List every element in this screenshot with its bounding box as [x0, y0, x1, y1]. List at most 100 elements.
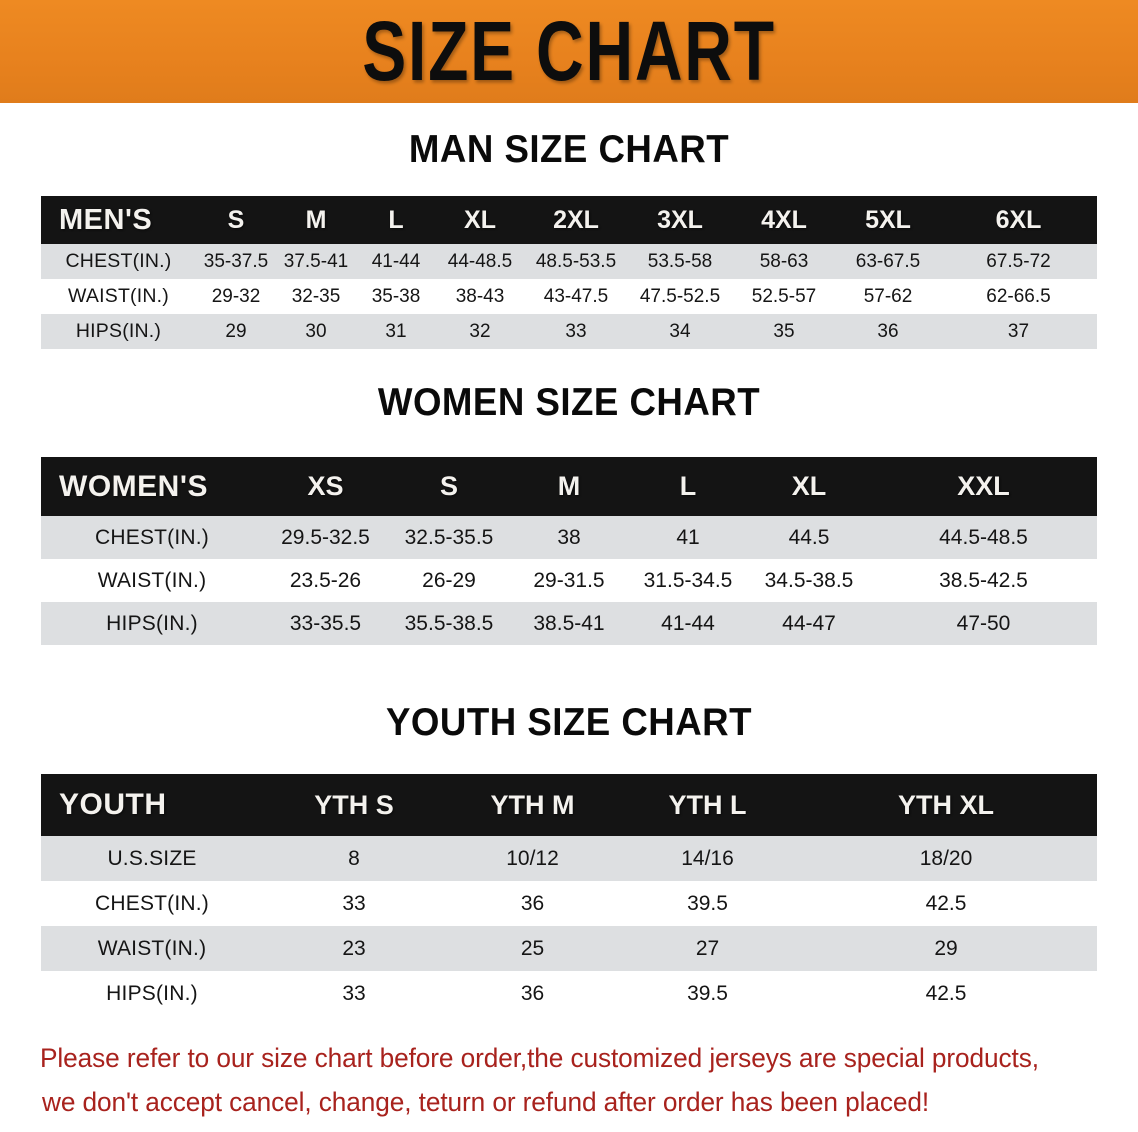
youth-cell-0-1: 10/12: [506, 846, 559, 870]
women-row-label-0: CHEST(IN.): [95, 525, 209, 549]
men-cell-2-7: 36: [877, 320, 899, 342]
women-cell-2-0: 33-35.5: [289, 611, 362, 635]
men-row-label-0: CHEST(IN.): [65, 250, 172, 272]
youth-cell-2-3: 29: [934, 936, 958, 960]
men-header-col-8: 6XL: [995, 205, 1042, 234]
women-cell-2-2: 38.5-41: [533, 611, 605, 635]
men-cell-0-5: 53.5-58: [647, 250, 713, 272]
youth-row-label-2: WAIST(IN.): [97, 936, 207, 960]
men-size-table: MEN'S S M L XL 2XL 3XL 4XL 5XL 6XL CHEST…: [41, 196, 1097, 349]
women-header-col-4: XL: [791, 471, 827, 501]
table-row: WAIST(IN.) 23 25 27 29: [41, 926, 1097, 971]
women-header-corner: WOMEN'S: [59, 469, 208, 503]
men-cell-1-0: 29-32: [211, 285, 261, 307]
table-row: HIPS(IN.) 29 30 31 32 33 34 35 36 37: [41, 314, 1097, 349]
women-header-col-0: XS: [307, 471, 344, 501]
women-header-col-5: XXL: [957, 471, 1010, 501]
youth-cell-1-3: 42.5: [925, 891, 967, 915]
men-cell-2-0: 29: [225, 320, 247, 342]
man-section-title: MAN SIZE CHART: [408, 128, 730, 171]
women-row-label-2: HIPS(IN.): [106, 611, 198, 635]
women-cell-2-5: 47-50: [956, 611, 1011, 635]
disclaimer-line-2: we don't accept cancel, change, teturn o…: [41, 1087, 930, 1117]
women-cell-2-3: 41-44: [661, 611, 715, 635]
men-cell-2-3: 32: [469, 320, 491, 342]
men-cell-1-7: 57-62: [863, 285, 913, 307]
women-cell-1-1: 26-29: [422, 568, 476, 592]
table-row: CHEST(IN.) 35-37.5 37.5-41 41-44 44-48.5…: [41, 244, 1097, 279]
men-cell-2-8: 37: [1007, 320, 1030, 342]
men-cell-2-1: 30: [305, 320, 327, 342]
table-row: WAIST(IN.) 23.5-26 26-29 29-31.5 31.5-34…: [41, 559, 1097, 602]
men-row-label-2: HIPS(IN.): [75, 320, 162, 342]
youth-cell-3-3: 42.5: [925, 981, 967, 1005]
men-header-col-0: S: [227, 205, 245, 234]
women-cell-0-5: 44.5-48.5: [939, 525, 1028, 549]
youth-header-col-2: YTH L: [668, 789, 747, 820]
women-cell-0-2: 38: [557, 525, 581, 549]
men-header-col-2: L: [388, 205, 404, 234]
women-cell-2-4: 44-47: [782, 611, 836, 635]
youth-header-col-0: YTH S: [314, 789, 394, 820]
youth-cell-1-1: 36: [520, 891, 545, 915]
women-cell-0-1: 32.5-35.5: [404, 525, 494, 549]
men-cell-2-2: 31: [385, 320, 407, 342]
youth-cell-0-3: 18/20: [919, 846, 973, 870]
youth-header-corner: YOUTH: [59, 788, 167, 821]
women-table-header-row: WOMEN'S XS S M L XL XXL: [41, 457, 1097, 516]
youth-row-label-1: CHEST(IN.): [95, 891, 209, 915]
women-row-label-1: WAIST(IN.): [97, 568, 207, 592]
men-cell-1-5: 47.5-52.5: [639, 285, 721, 307]
men-cell-2-5: 34: [669, 320, 691, 342]
men-cell-0-0: 35-37.5: [203, 250, 269, 272]
men-cell-1-6: 52.5-57: [751, 285, 817, 307]
men-cell-0-2: 41-44: [371, 250, 421, 272]
men-cell-0-8: 67.5-72: [986, 250, 1051, 272]
youth-cell-3-1: 36: [520, 981, 545, 1005]
men-cell-1-8: 62-66.5: [986, 285, 1051, 307]
men-cell-1-2: 35-38: [371, 285, 421, 307]
page-title: SIZE CHART: [362, 3, 776, 98]
men-cell-2-6: 35: [773, 320, 795, 342]
table-row: HIPS(IN.) 33 36 39.5 42.5: [41, 971, 1097, 1016]
men-header-col-6: 4XL: [761, 205, 807, 234]
youth-cell-3-0: 33: [342, 981, 366, 1005]
men-table-header-row: MEN'S S M L XL 2XL 3XL 4XL 5XL 6XL: [41, 196, 1097, 244]
youth-section-title: YOUTH SIZE CHART: [386, 701, 752, 744]
women-section-title: WOMEN SIZE CHART: [377, 381, 761, 424]
men-cell-0-1: 37.5-41: [283, 250, 349, 272]
men-cell-2-4: 33: [565, 320, 587, 342]
youth-size-table: YOUTH YTH S YTH M YTH L YTH XL U.S.SIZE …: [41, 774, 1097, 1016]
women-cell-1-5: 38.5-42.5: [939, 568, 1028, 592]
women-cell-0-3: 41: [676, 525, 700, 549]
men-cell-0-6: 58-63: [759, 250, 809, 272]
men-cell-0-7: 63-67.5: [855, 250, 921, 272]
table-row: U.S.SIZE 8 10/12 14/16 18/20: [41, 836, 1097, 881]
disclaimer-line-1: Please refer to our size chart before or…: [40, 1043, 1039, 1073]
women-header-col-1: S: [439, 471, 458, 501]
men-header-col-1: M: [305, 205, 327, 234]
women-size-table: WOMEN'S XS S M L XL XXL CHEST(IN.) 29.5-…: [41, 457, 1097, 645]
youth-cell-1-0: 33: [342, 891, 366, 915]
youth-cell-2-0: 23: [342, 936, 366, 960]
men-header-col-3: XL: [464, 205, 496, 234]
table-row: CHEST(IN.) 29.5-32.5 32.5-35.5 38 41 44.…: [41, 516, 1097, 559]
women-cell-1-3: 31.5-34.5: [643, 568, 733, 592]
table-row: CHEST(IN.) 33 36 39.5 42.5: [41, 881, 1097, 926]
youth-cell-1-2: 39.5: [687, 891, 728, 915]
table-row: HIPS(IN.) 33-35.5 35.5-38.5 38.5-41 41-4…: [41, 602, 1097, 645]
men-row-label-1: WAIST(IN.): [68, 285, 169, 307]
women-cell-1-0: 23.5-26: [289, 568, 362, 592]
men-cell-1-4: 43-47.5: [543, 285, 609, 307]
youth-row-label-0: U.S.SIZE: [107, 846, 197, 870]
women-header-col-2: M: [557, 471, 581, 501]
men-cell-1-1: 32-35: [291, 285, 341, 307]
women-cell-2-1: 35.5-38.5: [404, 611, 494, 635]
youth-cell-2-1: 25: [520, 936, 545, 960]
men-header-col-7: 5XL: [865, 205, 911, 234]
men-header-col-5: 3XL: [657, 205, 703, 234]
youth-header-col-1: YTH M: [490, 789, 575, 820]
women-cell-1-4: 34.5-38.5: [764, 568, 854, 592]
men-cell-0-3: 44-48.5: [447, 250, 513, 272]
